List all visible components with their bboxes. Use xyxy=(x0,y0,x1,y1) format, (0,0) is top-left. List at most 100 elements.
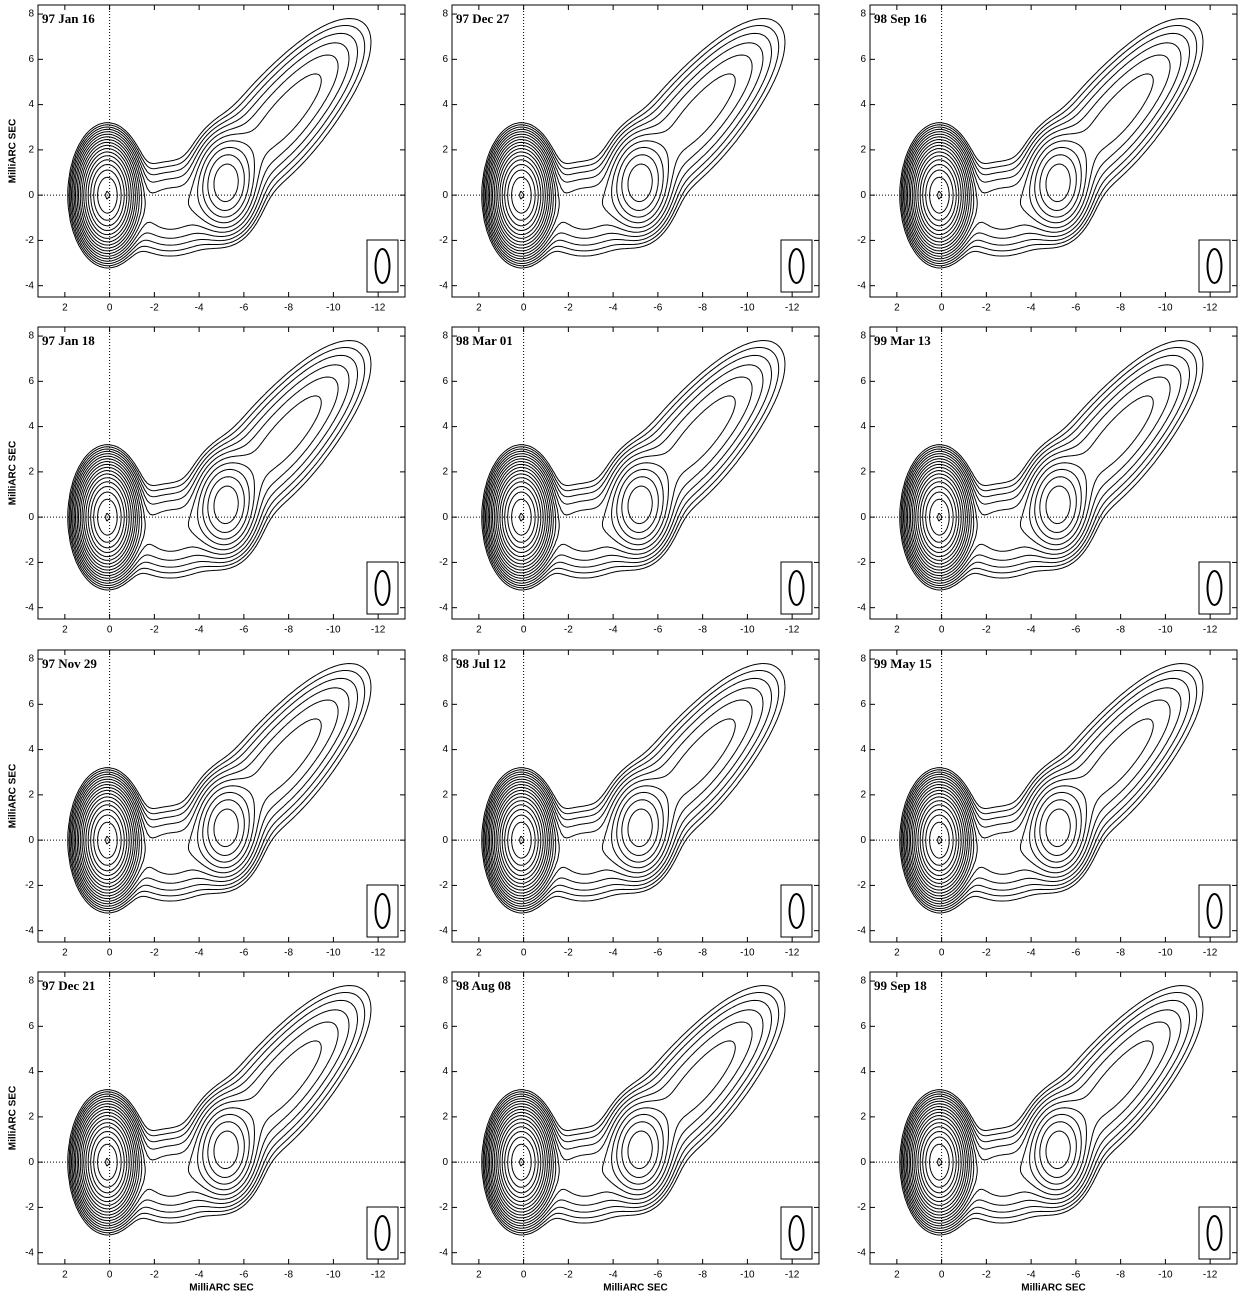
y-tick-label: 2 xyxy=(442,467,448,478)
y-tick-label: 2 xyxy=(860,1112,866,1123)
frame xyxy=(869,4,1238,298)
contour-line xyxy=(482,670,780,912)
contour-line xyxy=(68,347,366,589)
contour-line xyxy=(69,999,358,1231)
panel: 2 0 -2 -4 -6 -8 -10 -12 -4 -2 0 2 4 6 8 97 Jan 18 MilliA… xyxy=(8,326,406,636)
x-tick-label: -8 xyxy=(698,303,707,314)
y-tick-label: 0 xyxy=(28,835,34,846)
contour-line xyxy=(495,148,548,243)
panel-title: 98 Mar 01 xyxy=(456,333,513,348)
beam-box xyxy=(1198,561,1231,615)
contour-line xyxy=(490,139,664,252)
y-tick-label: 6 xyxy=(28,699,34,710)
contour-line xyxy=(71,687,350,907)
beam xyxy=(374,248,391,284)
contour-line xyxy=(85,1122,130,1203)
contour-line xyxy=(68,25,366,267)
contour-line xyxy=(481,985,786,1236)
contour-line xyxy=(901,32,1190,264)
contour-line xyxy=(913,793,966,888)
contour-line xyxy=(507,169,536,221)
contour-line xyxy=(487,1040,736,1224)
beam-box xyxy=(1198,884,1231,938)
contour-line xyxy=(497,473,546,561)
contour-line xyxy=(905,1040,1154,1224)
y-tick-label: 2 xyxy=(860,145,866,156)
contour-line xyxy=(76,1106,250,1219)
frame xyxy=(37,326,406,620)
x-tick-label: -6 xyxy=(1071,948,1080,959)
contour-line xyxy=(907,781,1087,900)
contour-line xyxy=(483,32,772,264)
beam-box xyxy=(1198,239,1231,293)
x-tick-label: -10 xyxy=(326,1270,341,1281)
x-tick-label: -2 xyxy=(150,303,159,314)
contour-line xyxy=(485,687,764,907)
contour-line xyxy=(903,42,1182,262)
y-tick-label: 2 xyxy=(860,790,866,801)
x-tick-label: 2 xyxy=(894,1270,900,1281)
x-tick-label: 0 xyxy=(521,303,527,314)
contour-line xyxy=(504,164,539,227)
x-tick-label: -6 xyxy=(653,1270,662,1281)
panel: 2 0 -2 -4 -6 -8 -10 -12 -4 -2 0 2 4 6 8 99 Mar 13 xyxy=(857,326,1238,636)
contour-line xyxy=(925,491,954,543)
x-tick-label: -10 xyxy=(740,625,755,636)
contour-line xyxy=(78,463,245,571)
y-tick-label: -2 xyxy=(25,557,34,568)
contour-line xyxy=(915,473,964,561)
contour-line xyxy=(85,155,130,236)
y-tick-label: 4 xyxy=(28,421,34,432)
contour-line xyxy=(910,786,1077,894)
x-tick-label: -2 xyxy=(982,948,991,959)
y-tick-label: 8 xyxy=(28,331,34,342)
contour-line xyxy=(79,466,239,568)
contour-line xyxy=(83,151,132,239)
y-tick-label: 8 xyxy=(442,976,448,987)
y-tick-label: 0 xyxy=(860,190,866,201)
x-tick-label: 2 xyxy=(476,303,482,314)
contour-line xyxy=(486,699,753,905)
x-tick-label: -4 xyxy=(1027,1270,1036,1281)
contour-line xyxy=(507,1136,536,1188)
panel-title: 97 Dec 27 xyxy=(456,11,510,26)
contour-line xyxy=(922,486,957,549)
contour-line xyxy=(482,25,780,267)
contour-line xyxy=(69,32,358,264)
frame xyxy=(869,971,1238,1265)
y-tick-label: 4 xyxy=(442,1066,448,1077)
contours xyxy=(899,985,1204,1236)
y-tick-label: 6 xyxy=(442,699,448,710)
x-tick-label: -4 xyxy=(195,625,204,636)
y-tick-label: -2 xyxy=(439,235,448,246)
contour-line xyxy=(87,804,128,876)
x-tick-label: -2 xyxy=(564,948,573,959)
x-tick-label: -12 xyxy=(371,1270,386,1281)
contour-line xyxy=(519,190,524,200)
contour-line xyxy=(90,809,125,872)
contour-line xyxy=(908,461,1082,574)
panel-title: 99 Sep 18 xyxy=(874,978,927,993)
contour-line xyxy=(497,796,546,884)
contour-line xyxy=(93,1136,122,1188)
x-tick-label: -4 xyxy=(195,1270,204,1281)
contour-line xyxy=(79,789,239,891)
contour-line xyxy=(907,1103,1087,1222)
contour-line xyxy=(105,1157,110,1167)
contour-line xyxy=(87,159,128,231)
x-tick-label: 0 xyxy=(939,303,945,314)
x-tick-label: -8 xyxy=(1116,1270,1125,1281)
contour-line xyxy=(901,354,1190,586)
contour-line xyxy=(105,512,110,522)
y-tick-label: 8 xyxy=(28,654,34,665)
contour-line xyxy=(487,73,736,257)
y-tick-label: 0 xyxy=(860,1157,866,1168)
beam-box xyxy=(366,561,399,615)
x-tick-label: -6 xyxy=(653,625,662,636)
y-tick-label: -4 xyxy=(857,280,866,291)
x-tick-label: -10 xyxy=(326,303,341,314)
x-tick-label: -2 xyxy=(564,1270,573,1281)
x-tick-label: 2 xyxy=(476,625,482,636)
x-tick-label: -2 xyxy=(982,303,991,314)
y-tick-label: -4 xyxy=(439,602,448,613)
